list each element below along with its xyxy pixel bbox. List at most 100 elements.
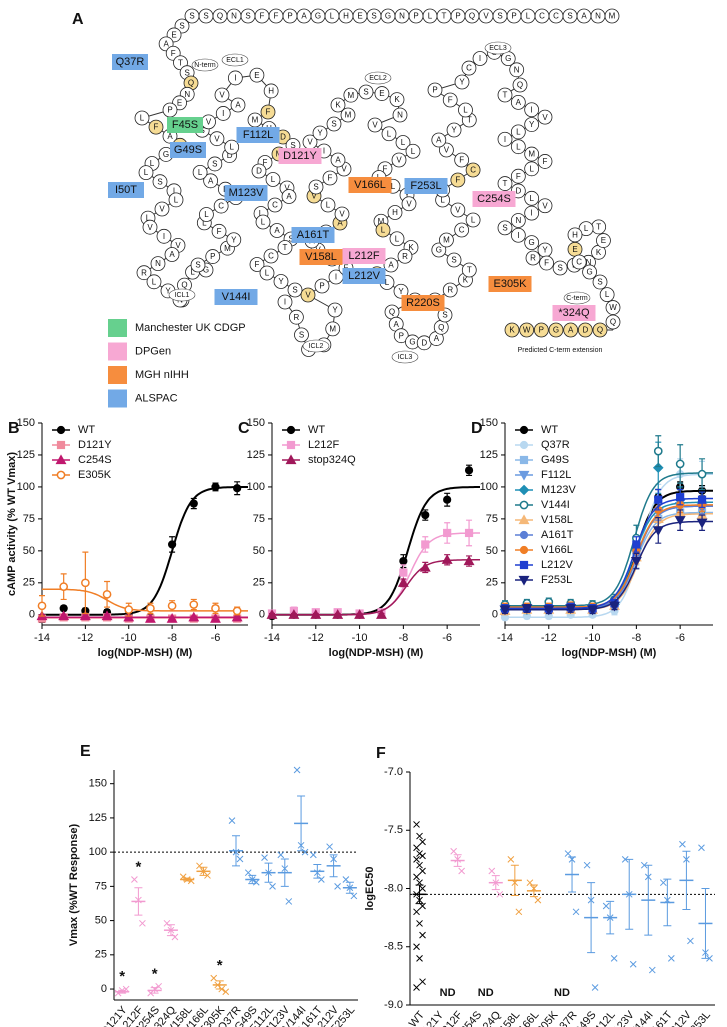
residue: A xyxy=(434,334,440,343)
error-bar xyxy=(529,884,538,898)
residue: E xyxy=(572,245,577,254)
marker xyxy=(652,462,664,474)
residue-circle xyxy=(524,235,540,251)
marker xyxy=(521,604,533,615)
residue-circle xyxy=(577,322,593,338)
residue: S xyxy=(442,311,447,320)
residue: R xyxy=(293,313,299,322)
y-tick-label: 50 xyxy=(95,915,107,927)
legend-marker xyxy=(56,425,66,435)
residue: Y xyxy=(278,277,284,286)
mutation-label: V166L xyxy=(354,179,386,191)
residue-circle xyxy=(552,260,568,276)
y-tick-label: 150 xyxy=(89,778,107,790)
y-tick-label: 0 xyxy=(101,983,107,995)
residue: R xyxy=(402,252,408,261)
residue-circle xyxy=(497,87,513,103)
error-bar xyxy=(313,863,322,879)
residue-circle xyxy=(148,119,164,135)
residue: V xyxy=(219,91,225,100)
data-point xyxy=(515,908,523,916)
residue-circle xyxy=(230,97,246,113)
legend-label: F112L xyxy=(541,469,571,481)
legend-label: G49S xyxy=(541,454,569,466)
y-tick-label: 0 xyxy=(492,609,498,621)
residue-circle xyxy=(314,278,330,294)
marker xyxy=(543,605,555,616)
residue-circle xyxy=(263,248,279,264)
fit-curve xyxy=(272,532,480,616)
residue-circle xyxy=(277,294,293,310)
residue-circle xyxy=(251,163,267,179)
residue-circle xyxy=(510,213,526,228)
y-tick-label: 25 xyxy=(253,577,265,589)
residue-circle xyxy=(224,139,240,155)
not-determined: ND xyxy=(440,987,456,999)
residue-circle xyxy=(387,205,403,220)
residue: S xyxy=(157,177,162,186)
residue: R xyxy=(141,268,147,277)
legend-marker xyxy=(519,440,529,450)
residue: A xyxy=(301,12,307,21)
mutation-label: Q37R xyxy=(116,56,145,68)
residue: V xyxy=(542,113,548,122)
residue: G xyxy=(203,266,209,275)
residue-circle xyxy=(605,300,621,315)
residue: R xyxy=(447,286,453,295)
legend-swatch xyxy=(108,389,127,408)
marker xyxy=(632,540,641,549)
residue-circle xyxy=(497,176,513,191)
data-point xyxy=(416,955,423,962)
residue-circle xyxy=(510,94,526,110)
residue: P xyxy=(413,12,418,21)
residue-circle xyxy=(395,135,411,150)
residue: L xyxy=(204,210,209,219)
residue-circle xyxy=(563,322,579,338)
data-point xyxy=(413,984,420,991)
fit-curve xyxy=(42,486,248,616)
residue-circle xyxy=(596,233,611,248)
residue: L xyxy=(259,209,264,218)
marker xyxy=(376,609,387,619)
panel-label: E xyxy=(80,743,91,760)
marker xyxy=(189,499,198,508)
residue: L xyxy=(387,129,392,138)
residue: C xyxy=(218,202,224,211)
marker xyxy=(288,609,300,619)
residue-circle xyxy=(203,173,219,189)
residue-circle xyxy=(322,170,338,186)
loop-label: C-term xyxy=(566,295,588,302)
residue-circle xyxy=(146,274,162,290)
residue: D xyxy=(256,167,262,176)
residue-circle xyxy=(537,198,553,214)
residue: Q xyxy=(597,326,603,335)
data-point xyxy=(667,955,675,962)
residue: V xyxy=(483,12,489,21)
mutation-label: L212F xyxy=(348,250,379,262)
residue: Y xyxy=(332,306,338,315)
loop-label: N-term xyxy=(194,62,216,69)
residue: N xyxy=(155,259,161,268)
loop-badge xyxy=(168,288,196,302)
residue-circle xyxy=(281,189,297,204)
data-point xyxy=(163,919,171,927)
residue: G xyxy=(385,12,391,21)
legend-label: WT xyxy=(78,424,95,436)
residue: T xyxy=(467,116,472,125)
residue: G xyxy=(553,326,559,335)
loop-badge xyxy=(391,350,419,364)
residue-circle xyxy=(497,131,513,147)
legend-label: WT xyxy=(308,424,325,436)
data-point xyxy=(342,876,350,883)
residue: L xyxy=(529,194,534,203)
residue-circle xyxy=(265,172,281,187)
marker xyxy=(58,610,70,621)
legend-marker xyxy=(285,454,297,465)
residue-circle xyxy=(358,84,374,100)
residue: Y xyxy=(231,235,237,244)
legend-label: M123V xyxy=(541,484,577,496)
loop-badge xyxy=(191,58,219,72)
residue: D xyxy=(280,133,286,142)
marker xyxy=(421,510,430,520)
residue: E xyxy=(357,12,362,21)
